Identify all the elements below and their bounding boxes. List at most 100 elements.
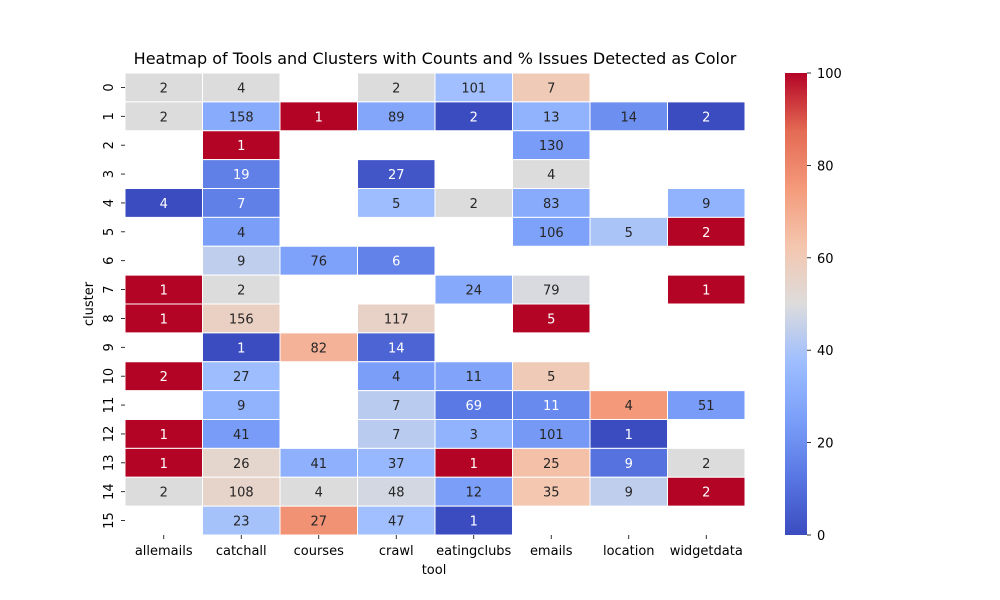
y-tick-label: 10 xyxy=(102,368,117,385)
cell-count-label: 26 xyxy=(233,457,250,472)
cell-count-label: 79 xyxy=(543,284,560,299)
cell-count-label: 23 xyxy=(233,515,250,530)
cell-count-label: 1 xyxy=(160,428,168,443)
heatmap-cell xyxy=(512,447,591,478)
y-tick-label: 0 xyxy=(102,83,117,91)
y-tick-label: 15 xyxy=(102,512,117,529)
cell-count-label: 9 xyxy=(625,457,633,472)
heatmap-cell xyxy=(434,476,513,507)
cell-count-label: 2 xyxy=(160,110,168,125)
x-axis-label: tool xyxy=(422,563,447,578)
heatmap-cell xyxy=(202,361,281,392)
heatmap-cell xyxy=(202,390,281,420)
x-tick-label: courses xyxy=(294,544,344,559)
cell-count-label: 130 xyxy=(539,139,564,154)
heatmap-cell xyxy=(667,274,746,305)
heatmap-cell xyxy=(357,159,436,189)
cell-count-label: 1 xyxy=(160,284,168,299)
x-tick-label: location xyxy=(603,544,655,559)
cell-count-label: 4 xyxy=(160,197,168,212)
cell-count-label: 27 xyxy=(233,370,250,385)
cell-count-label: 1 xyxy=(625,428,633,443)
cell-count-label: 2 xyxy=(237,284,245,299)
heatmap-cell xyxy=(589,390,668,420)
colorbar xyxy=(785,73,807,535)
cell-count-label: 89 xyxy=(388,110,405,125)
cell-count-label: 9 xyxy=(702,197,710,212)
cell-count-label: 51 xyxy=(698,399,715,414)
heatmap-cell xyxy=(667,216,746,247)
cell-count-label: 7 xyxy=(392,428,400,443)
y-tick-label: 14 xyxy=(102,483,117,500)
cell-count-label: 2 xyxy=(702,226,710,241)
heatmap-cell xyxy=(589,476,668,507)
cell-count-label: 7 xyxy=(237,197,245,212)
heatmap-cell xyxy=(124,72,203,103)
y-tick-label: 9 xyxy=(102,343,117,351)
cell-count-label: 11 xyxy=(543,399,560,414)
heatmap-cell xyxy=(124,303,203,334)
cell-count-label: 5 xyxy=(547,370,555,385)
cell-count-label: 4 xyxy=(625,399,633,414)
cell-count-label: 2 xyxy=(392,81,400,96)
cell-count-label: 14 xyxy=(388,341,405,356)
cell-count-label: 4 xyxy=(315,486,323,501)
heatmap-cell xyxy=(202,419,281,449)
y-axis-label: cluster xyxy=(82,281,97,326)
heatmap-cell xyxy=(202,245,281,276)
heatmap-cell xyxy=(357,188,436,218)
cell-count-label: 5 xyxy=(547,312,555,327)
colorbar-tick-label: 0 xyxy=(817,529,825,544)
heatmap-cell xyxy=(202,476,281,507)
heatmap-cell xyxy=(434,390,513,420)
cell-count-label: 11 xyxy=(465,370,482,385)
cell-count-label: 2 xyxy=(702,457,710,472)
cell-count-label: 14 xyxy=(620,110,637,125)
cell-count-label: 4 xyxy=(237,226,245,241)
x-tick-label: widgetdata xyxy=(670,544,743,559)
cell-count-label: 27 xyxy=(310,515,327,530)
cell-count-label: 7 xyxy=(547,81,555,96)
cell-count-label: 2 xyxy=(160,81,168,96)
heatmap-cell xyxy=(512,159,591,189)
cell-count-label: 5 xyxy=(625,226,633,241)
heatmap-cell xyxy=(202,274,281,305)
x-tick-label: allemails xyxy=(135,544,193,559)
cell-count-label: 3 xyxy=(470,428,478,443)
heatmap-cell xyxy=(667,101,746,132)
y-tick-label: 2 xyxy=(102,141,117,149)
heatmap-cell xyxy=(279,505,358,536)
heatmap-cell xyxy=(434,361,513,392)
y-tick-label: 12 xyxy=(102,426,117,443)
heatmap-cell xyxy=(357,476,436,507)
y-tick-label: 6 xyxy=(102,257,117,265)
cell-count-label: 158 xyxy=(229,110,254,125)
cell-count-label: 69 xyxy=(465,399,482,414)
heatmap-cell xyxy=(124,447,203,478)
x-axis-ticks: allemails catchall courses crawl eatingclubs… xyxy=(135,535,743,559)
cell-count-label: 9 xyxy=(625,486,633,501)
heatmap-cell xyxy=(512,419,591,449)
colorbar-tick-label: 40 xyxy=(817,344,834,359)
heatmap-cell xyxy=(512,188,591,218)
heatmap-cell xyxy=(124,419,203,449)
colorbar-tick-label: 100 xyxy=(817,67,842,82)
heatmap-cell xyxy=(667,390,746,420)
heatmap-cell xyxy=(357,332,436,363)
cell-count-label: 19 xyxy=(233,168,250,183)
cell-count-label: 2 xyxy=(470,110,478,125)
heatmap-cell xyxy=(357,447,436,478)
heatmap-cell xyxy=(202,72,281,103)
heatmap-cell xyxy=(434,505,513,536)
heatmap-cell xyxy=(667,476,746,507)
heatmap-cell xyxy=(279,332,358,363)
cell-count-label: 1 xyxy=(160,312,168,327)
cell-count-label: 4 xyxy=(237,81,245,96)
cell-count-label: 25 xyxy=(543,457,560,472)
cell-count-label: 83 xyxy=(543,197,560,212)
cell-count-label: 1 xyxy=(160,457,168,472)
heatmap-cell xyxy=(202,188,281,218)
heatmap-cell xyxy=(667,447,746,478)
cell-count-label: 1 xyxy=(315,110,323,125)
